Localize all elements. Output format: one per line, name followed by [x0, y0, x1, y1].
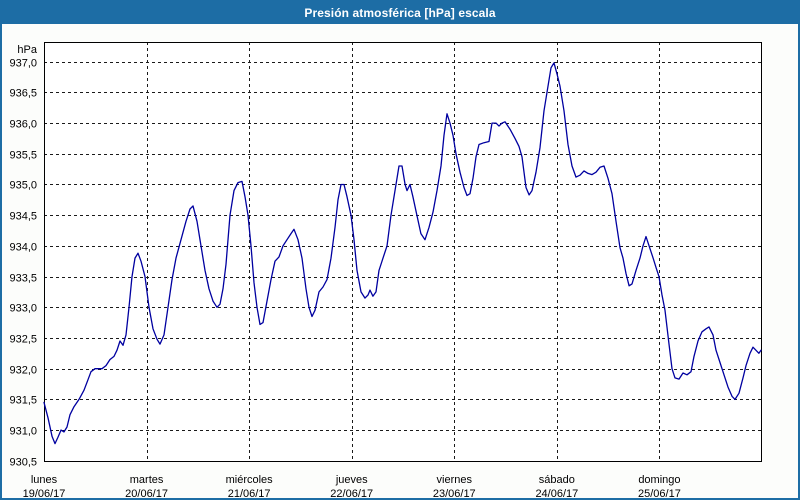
- y-tick-label: 931,5: [9, 395, 37, 407]
- y-tick-label: 936,0: [9, 119, 37, 131]
- y-axis-unit-label: hPa: [17, 44, 37, 56]
- y-tick-label: 934,0: [9, 242, 37, 254]
- x-tick-day-label: viernes: [437, 474, 473, 486]
- x-tick-day-label: lunes: [31, 474, 58, 486]
- x-tick-date-label: 22/06/17: [330, 488, 373, 500]
- y-tick-label: 935,5: [9, 150, 37, 162]
- x-tick-day-label: miércoles: [226, 474, 274, 486]
- x-tick-day-label: domingo: [638, 474, 680, 486]
- y-tick-label: 932,0: [9, 365, 37, 377]
- y-tick-label: 932,5: [9, 334, 37, 346]
- y-tick-label: 933,5: [9, 273, 37, 285]
- y-tick-label: 933,0: [9, 303, 37, 315]
- y-tick-label: 936,5: [9, 88, 37, 100]
- y-tick-label: 937,0: [9, 58, 37, 70]
- x-tick-date-label: 25/06/17: [638, 488, 681, 500]
- x-tick-date-label: 21/06/17: [228, 488, 271, 500]
- window-title-bar[interactable]: Presión atmosférica [hPa] escala: [2, 2, 798, 24]
- x-tick-date-label: 24/06/17: [535, 488, 578, 500]
- pressure-line: [43, 62, 762, 445]
- y-tick-label: 934,5: [9, 211, 37, 223]
- plot-border: [44, 42, 762, 462]
- window-title: Presión atmosférica [hPa] escala: [304, 6, 496, 20]
- x-tick-day-label: martes: [130, 474, 164, 486]
- y-tick-label: 935,0: [9, 180, 37, 192]
- x-tick-date-label: 19/06/17: [23, 488, 66, 500]
- y-tick-label: 931,0: [9, 426, 37, 438]
- x-tick-day-label: jueves: [335, 474, 368, 486]
- y-tick-label: 930,5: [9, 457, 37, 469]
- x-tick-day-label: sábado: [539, 474, 575, 486]
- plot-area: [44, 42, 762, 462]
- x-tick-date-label: 23/06/17: [433, 488, 476, 500]
- x-tick-date-label: 20/06/17: [125, 488, 168, 500]
